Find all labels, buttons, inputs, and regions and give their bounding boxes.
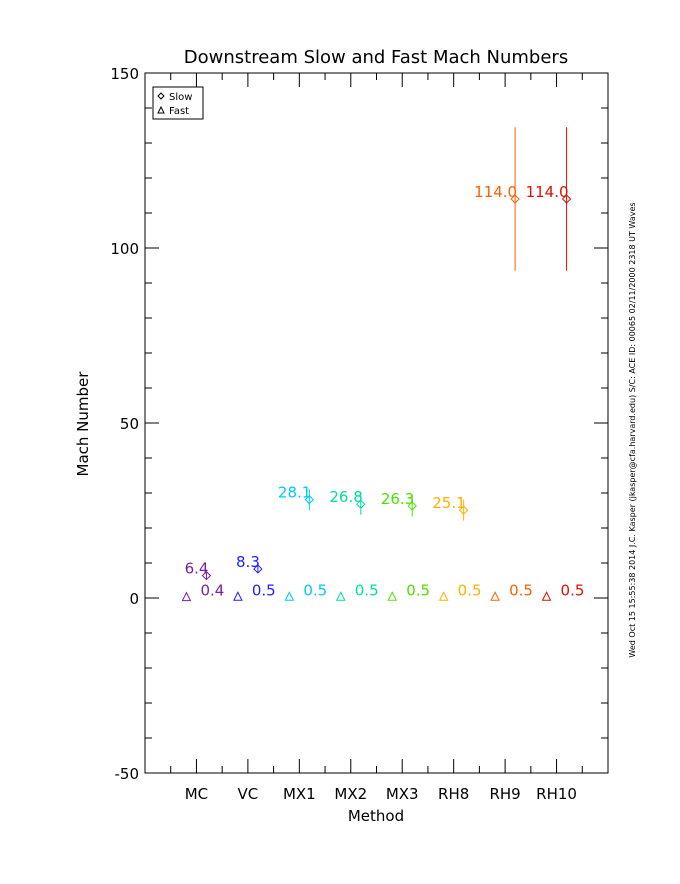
x-tick-label: RH10 [536, 785, 577, 803]
x-tick-label: MX1 [283, 785, 316, 803]
diamond-marker [356, 499, 366, 509]
chart-title: Downstream Slow and Fast Mach Numbers [184, 47, 568, 68]
y-tick-label: 50 [120, 415, 139, 433]
x-tick-label: MC [185, 785, 208, 803]
value-label: 114.0 [526, 183, 569, 201]
x-tick-label: RH9 [489, 785, 520, 803]
y-tick-label: 100 [110, 240, 139, 258]
y-axis-label: Mach Number [74, 371, 92, 477]
value-label: 25.1 [432, 494, 465, 512]
y-tick-label: 150 [110, 65, 139, 83]
legend-marker [157, 92, 165, 100]
triangle-marker [233, 591, 243, 601]
triangle-marker [387, 591, 398, 601]
value-label: 26.8 [329, 488, 362, 506]
value-label: 6.4 [185, 560, 209, 578]
y-tick-label: 0 [129, 590, 139, 608]
diamond-marker [304, 494, 315, 505]
legend-label: Fast [169, 106, 189, 117]
triangle-marker [438, 591, 449, 601]
triangle-marker [541, 591, 552, 601]
value-label: 0.4 [200, 582, 224, 600]
value-label: 0.5 [355, 581, 379, 599]
diamond-marker [201, 570, 212, 581]
value-label: 114.0 [474, 183, 517, 201]
x-tick-label: MX3 [386, 785, 419, 803]
value-label: 0.5 [252, 581, 276, 599]
diamond-marker [407, 501, 417, 511]
diamond-marker [510, 194, 520, 204]
diamond-marker [561, 194, 572, 204]
value-label: 0.5 [303, 581, 327, 599]
legend-marker [157, 105, 165, 114]
x-tick-label: MX2 [334, 785, 367, 803]
triangle-marker [284, 591, 295, 601]
value-label: 28.1 [278, 484, 311, 502]
triangle-marker [335, 591, 346, 601]
plot-frame [144, 72, 609, 774]
x-axis-label: Method [348, 807, 404, 825]
diamond-marker [458, 505, 469, 515]
side-note: Wed Oct 15 15:55:38 2014 J.C. Kasper (jk… [628, 202, 637, 657]
diamond-marker [253, 564, 263, 574]
x-tick-label: RH8 [438, 785, 469, 803]
legend-label: Slow [169, 92, 192, 103]
value-label: 8.3 [236, 553, 260, 571]
value-label: 0.5 [509, 581, 533, 599]
legend-box [152, 86, 204, 120]
value-label: 26.3 [381, 490, 414, 508]
triangle-marker [181, 591, 192, 602]
value-label: 0.5 [458, 581, 482, 599]
value-label: 0.5 [406, 581, 430, 599]
x-tick-label: VC [238, 785, 259, 803]
value-label: 0.5 [561, 581, 585, 599]
y-tick-label: -50 [115, 765, 140, 783]
triangle-marker [490, 591, 500, 601]
